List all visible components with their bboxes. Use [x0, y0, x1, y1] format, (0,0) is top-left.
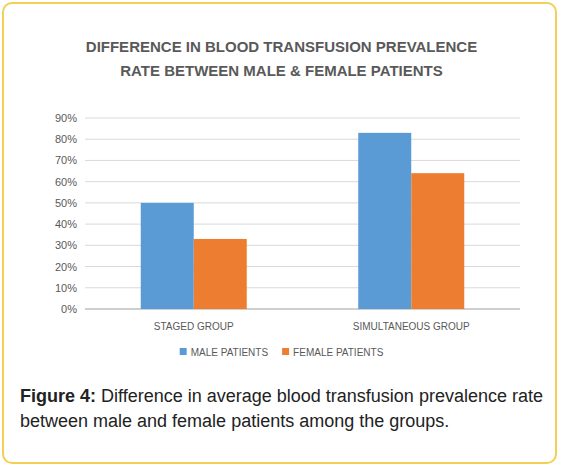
caption: Figure 4:Difference in average blood tra…: [20, 384, 550, 434]
legend: MALE PATIENTS FEMALE PATIENTS: [180, 347, 384, 358]
y-tick-label: 60%: [55, 176, 77, 188]
x-tick-label: SIMULTANEOUS GROUP: [353, 321, 470, 332]
legend-label: FEMALE PATIENTS: [293, 347, 384, 358]
title: DIFFERENCE IN BLOOD TRANSFUSION PREVALEN…: [86, 38, 477, 79]
y-tick-label: 30%: [55, 239, 77, 251]
bar: [358, 133, 411, 309]
y-tick-label: 80%: [55, 133, 77, 145]
bar: [141, 203, 194, 309]
y-tick-label: 20%: [55, 261, 77, 273]
y-tick-label: 90%: [55, 112, 77, 124]
legend-label: MALE PATIENTS: [191, 347, 269, 358]
bar: [194, 239, 247, 309]
y-tick-label: 70%: [55, 154, 77, 166]
legend-swatch: [282, 348, 289, 355]
y-tick-label: 50%: [55, 197, 77, 209]
title-line: DIFFERENCE IN BLOOD TRANSFUSION PREVALEN…: [86, 38, 477, 55]
y-tick-label: 10%: [55, 282, 77, 294]
x-tick-label: STAGED GROUP: [154, 321, 234, 332]
grid-line: [85, 139, 520, 140]
bar: [411, 173, 464, 309]
caption-label: Figure 4:: [20, 386, 96, 406]
grid-line: [85, 160, 520, 161]
title-line: RATE BETWEEN MALE & FEMALE PATIENTS: [120, 62, 443, 79]
grid-line: [85, 118, 520, 119]
y-tick-label: 0%: [61, 303, 77, 315]
y-tick-label: 40%: [55, 218, 77, 230]
caption-text: Difference in average blood transfusion …: [20, 386, 543, 431]
legend-swatch: [180, 348, 187, 355]
